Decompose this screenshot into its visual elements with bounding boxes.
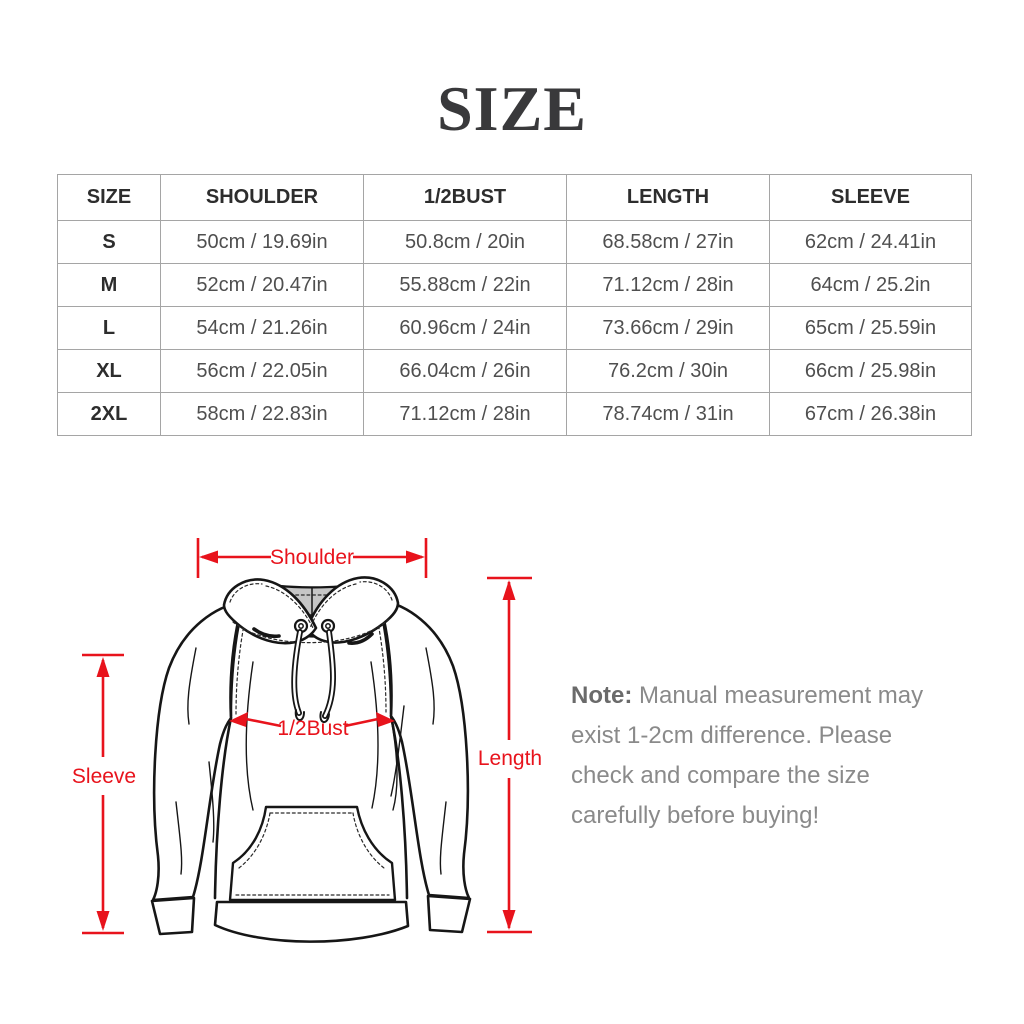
hoodie-hem-band <box>213 900 410 943</box>
length-arrow: Length <box>478 576 542 934</box>
cell-size: 2XL <box>57 392 161 436</box>
size-table: SIZE SHOULDER 1/2BUST LENGTH SLEEVE S 50… <box>57 174 972 436</box>
cell-bust: 55.88cm / 22in <box>363 263 567 307</box>
table-row-s: S 50cm / 19.69in 50.8cm / 20in 68.58cm /… <box>57 220 972 264</box>
page-title: SIZE <box>437 73 587 144</box>
drawstrings <box>291 629 336 723</box>
sleeve-arrow: Sleeve <box>72 653 136 935</box>
cell-shoulder: 52cm / 20.47in <box>160 263 364 307</box>
table-row-l: L 54cm / 21.26in 60.96cm / 24in 73.66cm … <box>57 306 972 350</box>
table-row-xl: XL 56cm / 22.05in 66.04cm / 26in 76.2cm … <box>57 349 972 393</box>
cell-bust: 50.8cm / 20in <box>363 220 567 264</box>
note-prefix: Note: <box>571 682 633 709</box>
half-bust-arrow: 1/2Bust <box>229 712 395 740</box>
note-line-4: carefully before buying! <box>571 802 820 829</box>
cell-bust: 71.12cm / 28in <box>363 392 567 436</box>
cell-shoulder: 50cm / 19.69in <box>160 220 364 264</box>
shoulder-label: Shoulder <box>270 546 354 569</box>
note-line-1-text: Manual measurement may <box>632 682 924 709</box>
cell-size: L <box>57 306 161 350</box>
cell-shoulder: 58cm / 22.83in <box>160 392 364 436</box>
cell-length: 78.74cm / 31in <box>566 392 770 436</box>
hoodie-illustration <box>150 576 472 943</box>
table-header-row: SIZE SHOULDER 1/2BUST LENGTH SLEEVE <box>57 174 972 221</box>
fabric-creases <box>175 647 447 875</box>
note-line-2: exist 1-2cm difference. Please <box>571 722 893 749</box>
sleeve-label: Sleeve <box>72 765 136 788</box>
cell-length: 68.58cm / 27in <box>566 220 770 264</box>
col-header-bust: 1/2BUST <box>363 174 567 221</box>
note-line-3: check and compare the size <box>571 762 870 789</box>
cell-size: S <box>57 220 161 264</box>
col-header-sleeve: SLEEVE <box>769 174 972 221</box>
half-bust-label: 1/2Bust <box>277 717 348 740</box>
length-label: Length <box>478 747 542 770</box>
cell-sleeve: 66cm / 25.98in <box>769 349 972 393</box>
shoulder-arrow: Shoulder <box>196 538 428 578</box>
hoodie-pocket <box>228 805 397 902</box>
hoodie-right-sleeve <box>377 598 472 934</box>
cell-sleeve: 62cm / 24.41in <box>769 220 972 264</box>
note-line-1: Note: Manual measurement may <box>571 676 1011 716</box>
cell-length: 71.12cm / 28in <box>566 263 770 307</box>
cell-sleeve: 67cm / 26.38in <box>769 392 972 436</box>
cell-sleeve: 65cm / 25.59in <box>769 306 972 350</box>
col-header-size: SIZE <box>57 174 161 221</box>
cell-length: 73.66cm / 29in <box>566 306 770 350</box>
cell-size: M <box>57 263 161 307</box>
cell-sleeve: 64cm / 25.2in <box>769 263 972 307</box>
cell-bust: 66.04cm / 26in <box>363 349 567 393</box>
table-row-2xl: 2XL 58cm / 22.83in 71.12cm / 28in 78.74c… <box>57 392 972 436</box>
hoodie-left-sleeve <box>150 600 245 936</box>
table-row-m: M 52cm / 20.47in 55.88cm / 22in 71.12cm … <box>57 263 972 307</box>
note-text: Note: Manual measurement may exist 1-2cm… <box>571 676 1011 836</box>
cell-length: 76.2cm / 30in <box>566 349 770 393</box>
